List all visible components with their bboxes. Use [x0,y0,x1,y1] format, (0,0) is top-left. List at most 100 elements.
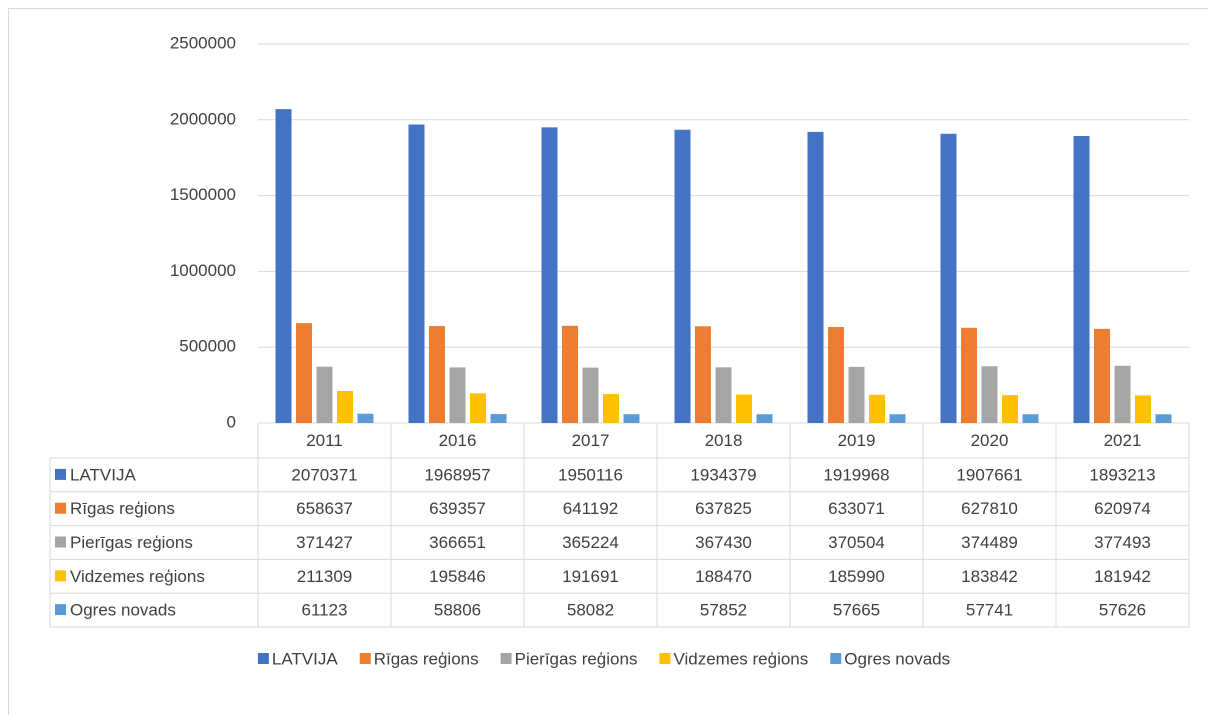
bar [736,394,752,423]
legend-key [830,653,842,664]
bar [337,390,353,423]
bar [715,367,732,423]
table-cell: 637825 [695,499,752,518]
legend-label: Vidzemes reģions [673,649,808,668]
table-cell: 374489 [961,533,1018,552]
bar [869,394,885,423]
bar [357,413,374,423]
table-cell: 57626 [1099,601,1146,620]
x-tick-label: 2017 [572,431,610,450]
table-row-header: Pierīgas reģions [70,533,193,552]
table-cell: 211309 [297,567,352,586]
bar [695,326,711,423]
x-tick-label: 2019 [838,431,876,450]
bar [1002,395,1018,423]
table-legend-key [55,570,66,582]
bar [623,414,640,423]
table-cell: 188470 [695,567,752,586]
y-tick-label: 1500000 [170,185,236,204]
table-cell: 58806 [434,601,481,620]
legend-key [500,653,512,664]
table-cell: 61123 [301,601,347,620]
table-cell: 627810 [961,499,1018,518]
bar [562,325,578,423]
table-cell: 2070371 [291,465,357,484]
table-cell: 367430 [695,533,752,552]
table-cell: 1950116 [558,465,623,484]
table-row-header: Vidzemes reģions [70,567,205,586]
bar [449,367,466,423]
bar [1155,414,1172,423]
table-cell: 633071 [828,499,885,518]
table-cell: 1907661 [956,465,1022,484]
y-tick-label: 500000 [179,337,236,356]
table-legend-key [55,536,66,548]
bar [1135,395,1151,423]
table-cell: 181942 [1094,567,1151,586]
table-cell: 658637 [296,499,353,518]
bar [316,366,333,423]
legend-key [257,653,269,664]
x-tick-label: 2021 [1104,431,1142,450]
y-tick-label: 2500000 [170,33,236,52]
table-cell: 639357 [429,499,486,518]
table-cell: 1919968 [823,465,889,484]
legend-label: Rīgas reģions [374,649,479,668]
bar [1022,414,1039,423]
table-cell: 641192 [563,499,618,518]
y-tick-label: 1000000 [170,261,236,280]
bar [296,323,312,423]
table-legend-key [55,604,66,616]
table-cell: 195846 [429,567,486,586]
bar [582,367,599,423]
legend-label: Pierīgas reģions [515,649,638,668]
x-tick-label: 2011 [306,431,343,450]
table-legend-key [55,468,66,480]
table-cell: 183842 [961,567,1018,586]
bar [889,414,906,423]
bar [674,129,691,423]
y-tick-label: 0 [227,412,236,431]
table-row-header: Rīgas reģions [70,499,175,518]
table-cell: 620974 [1094,499,1151,518]
table-cell: 1968957 [424,465,490,484]
bar [490,414,507,423]
bar [1073,135,1090,424]
table-cell: 370504 [828,533,885,552]
bar [603,393,619,423]
bar [961,327,977,423]
bar [848,366,865,423]
table-cell: 371427 [296,533,353,552]
table-cell: 366651 [429,533,486,552]
bar [756,414,773,423]
table-cell: 377493 [1094,533,1151,552]
table-cell: 57852 [700,601,747,620]
table-cell: 191691 [562,567,619,586]
bar [807,131,824,423]
legend-label: LATVIJA [272,649,338,668]
table-cell: 57741 [966,601,1013,620]
bar [1094,328,1110,423]
y-tick-label: 2000000 [170,109,236,128]
table-row-header: Ogres novads [70,601,176,620]
x-tick-label: 2020 [971,431,1009,450]
bar [408,124,425,424]
table-cell: 365224 [562,533,619,552]
table-cell: 1893213 [1089,465,1155,484]
bar [981,366,998,423]
table-legend-key [55,502,66,514]
x-tick-label: 2016 [439,431,477,450]
legend-key [359,653,371,664]
bar [1114,365,1131,423]
table-cell: 58082 [567,601,614,620]
chart-border [8,8,1208,715]
table-cell: 1934379 [690,465,756,484]
table-cell: 185990 [828,567,885,586]
legend-label: Ogres novads [844,649,950,668]
table-row-header: LATVIJA [70,465,136,484]
bar [828,327,844,423]
bar [470,393,486,423]
bar [429,326,445,423]
table-cell: 57665 [833,601,880,620]
